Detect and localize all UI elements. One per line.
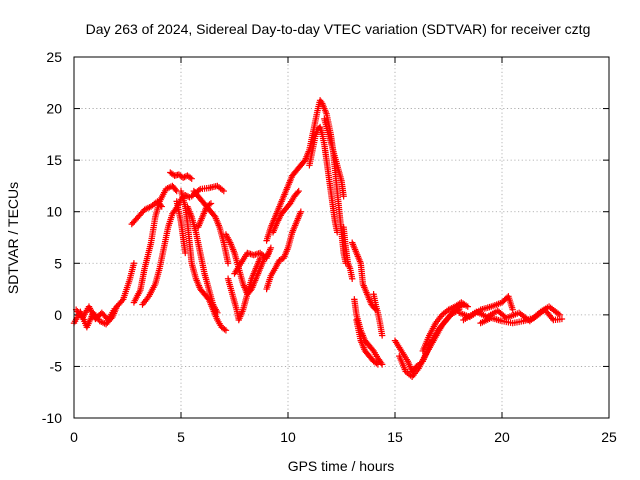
data-point [464, 303, 471, 310]
chart-title: Day 263 of 2024, Sidereal Day-to-day VTE… [86, 21, 591, 37]
data-point [334, 229, 341, 236]
data-point [157, 202, 164, 209]
y-tick-label: -10 [42, 410, 62, 426]
data-point [340, 193, 347, 200]
data-point [548, 315, 556, 322]
x-tick-label: 5 [177, 429, 185, 445]
data-point [221, 326, 228, 333]
data-point [277, 256, 285, 263]
data-point [374, 361, 382, 368]
y-tick-label: -5 [50, 358, 63, 374]
data-point [349, 275, 356, 282]
x-tick-label: 25 [601, 429, 617, 445]
data-point [373, 360, 380, 367]
y-tick-label: 15 [46, 152, 62, 168]
y-axis-label: SDTVAR / TECUs [5, 182, 21, 294]
plot-frame [73, 56, 610, 419]
data-point [555, 310, 562, 317]
data-point [509, 306, 516, 313]
y-tick-label: 10 [46, 204, 62, 220]
data-point [158, 203, 165, 210]
data-point [224, 260, 232, 267]
data-point [172, 186, 179, 193]
data-point [206, 201, 213, 208]
y-tick-label: 20 [46, 101, 62, 117]
data-point [558, 315, 566, 323]
data-point [220, 187, 227, 195]
data-point [195, 187, 203, 194]
data-point [111, 305, 118, 312]
data-point [294, 189, 301, 196]
x-tick-label: 15 [387, 429, 403, 445]
data-point [214, 309, 221, 316]
data-point [295, 187, 302, 195]
x-axis-label: GPS time / hours [288, 458, 395, 474]
y-tick-label: 0 [54, 307, 62, 323]
data-point [378, 332, 386, 339]
data-point [179, 174, 187, 181]
data-point [118, 297, 126, 305]
data-point [187, 174, 194, 181]
data-point [130, 260, 138, 267]
x-tick-label: 0 [70, 429, 78, 445]
data-point [276, 256, 283, 264]
x-tick-label: 10 [280, 429, 296, 445]
data-point [267, 244, 275, 252]
y-tick-labels: -10 -5 0 5 10 15 20 25 [42, 49, 62, 426]
data-point [182, 249, 189, 257]
data-point [207, 200, 215, 207]
data-point [188, 175, 195, 182]
y-tick-label: 25 [46, 49, 62, 65]
y-tick-label: 5 [54, 255, 62, 271]
data-point [297, 208, 305, 215]
x-tick-labels: 0 5 10 15 20 25 [70, 429, 617, 445]
x-tick-label: 20 [494, 429, 510, 445]
data-point [222, 327, 230, 334]
data-series-sdtvar [70, 97, 566, 380]
